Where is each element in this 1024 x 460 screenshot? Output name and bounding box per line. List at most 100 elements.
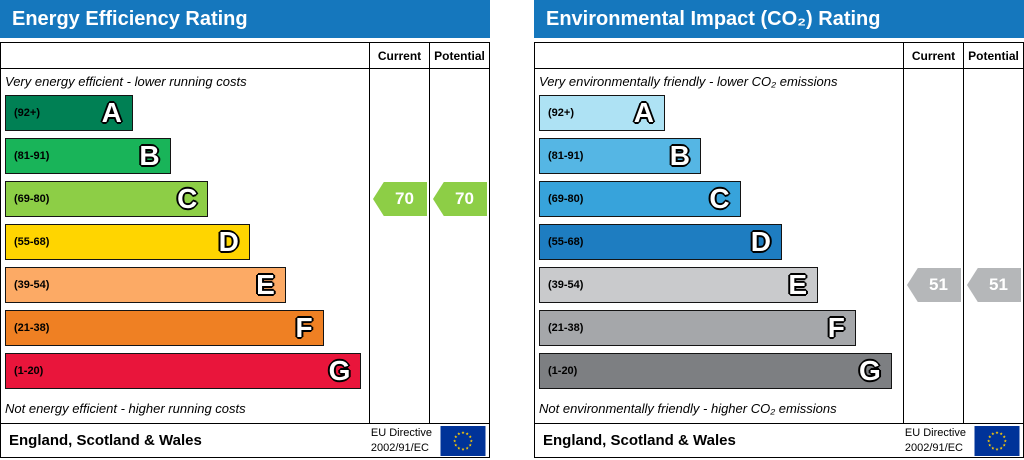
band-row: (1-20) G (5, 353, 365, 396)
environmental-potential-arrow: 51 (967, 268, 1021, 302)
environmental-potential-column: 51 (963, 69, 1023, 423)
band-range-label: (55-68) (548, 236, 584, 248)
current-column-header: Current (369, 43, 429, 69)
potential-column-header: Potential (429, 43, 489, 69)
band-range-label: (21-38) (14, 322, 50, 334)
band-bar-c: (69-80) C (5, 181, 209, 217)
band-range-label: (69-80) (548, 193, 584, 205)
band-range-label: (69-80) (14, 193, 50, 205)
band-row: (21-38) F (539, 310, 899, 353)
caption-top: Very energy efficient - lower running co… (5, 74, 247, 89)
energy-potential-value: 70 (455, 189, 474, 208)
band-bar-c: (69-80) C (539, 181, 741, 217)
band-letter: B (669, 140, 690, 171)
band-row: (1-20) G (539, 353, 899, 396)
band-bar-e: (39-54) E (5, 267, 286, 303)
band-row: (55-68) D (539, 224, 899, 267)
band-bar-b: (81-91) B (539, 138, 701, 174)
energy-panel-footer: England, Scotland & Wales EU Directive 2… (1, 423, 489, 457)
band-range-label: (81-91) (548, 150, 584, 162)
environmental-panel-footer: England, Scotland & Wales EU Directive 2… (535, 423, 1023, 457)
energy-current-arrow: 70 (373, 182, 427, 216)
potential-column-header: Potential (963, 43, 1023, 69)
region-label: England, Scotland & Wales (543, 432, 736, 449)
eu-directive-line1: EU Directive (370, 427, 432, 440)
band-letter: D (218, 226, 239, 257)
band-letter: D (750, 226, 771, 257)
band-row: (81-91) B (539, 138, 899, 181)
header-spacer (1, 43, 369, 69)
band-range-label: (1-20) (548, 365, 578, 377)
eu-directive-line1: EU Directive (904, 427, 966, 440)
environmental-current-arrow: 51 (907, 268, 961, 302)
band-bar-a: (92+) A (5, 95, 133, 131)
band-letter: C (177, 183, 198, 214)
band-bar-f: (21-38) F (5, 310, 324, 346)
band-row: (21-38) F (5, 310, 365, 353)
caption-bottom: Not energy efficient - higher running co… (5, 401, 246, 416)
band-row: (39-54) E (539, 267, 899, 310)
energy-current-value: 70 (395, 189, 414, 208)
band-range-label: (39-54) (548, 279, 584, 291)
energy-bands-area: Very energy efficient - lower running co… (1, 69, 369, 423)
caption-top: Very environmentally friendly - lower CO… (539, 74, 838, 89)
band-range-label: (21-38) (548, 322, 584, 334)
band-row: (92+) A (539, 95, 899, 138)
band-bar-a: (92+) A (539, 95, 665, 131)
band-letter: E (256, 269, 275, 300)
region-label: England, Scotland & Wales (9, 432, 202, 449)
band-bar-f: (21-38) F (539, 310, 856, 346)
environmental-panel-title: Environmental Impact (CO₂) Rating (534, 0, 1024, 38)
band-row: (92+) A (5, 95, 365, 138)
band-range-label: (55-68) (14, 236, 50, 248)
environmental-potential-value: 51 (989, 275, 1008, 294)
band-letter: A (101, 97, 122, 128)
band-bar-d: (55-68) D (539, 224, 782, 260)
environmental-rating-table: Current Potential Very environmentally f… (534, 42, 1024, 458)
band-range-label: (81-91) (14, 150, 50, 162)
energy-potential-column: 70 (429, 69, 489, 423)
band-bar-b: (81-91) B (5, 138, 171, 174)
band-row: (81-91) B (5, 138, 365, 181)
band-list: (92+) A (81-91) B (69-80) C (55-68) D (39-54) E (2… (539, 95, 899, 396)
caption-bottom: Not environmentally friendly - higher CO… (539, 401, 837, 416)
band-letter: C (709, 183, 730, 214)
environmental-bands-area: Very environmentally friendly - lower CO… (535, 69, 903, 423)
band-letter: E (788, 269, 807, 300)
eu-directive-line2: 2002/91/EC (370, 441, 429, 454)
band-row: (69-80) C (5, 181, 365, 224)
eu-directive-label: EU Directive 2002/91/EC (905, 426, 966, 455)
band-letter: A (633, 97, 654, 128)
band-letter: G (328, 355, 351, 386)
band-row: (69-80) C (539, 181, 899, 224)
environmental-impact-panel: Environmental Impact (CO₂) Rating Curren… (534, 0, 1024, 458)
band-bar-e: (39-54) E (539, 267, 818, 303)
band-row: (39-54) E (5, 267, 365, 310)
energy-panel-title: Energy Efficiency Rating (0, 0, 490, 38)
environmental-current-column: 51 (903, 69, 963, 423)
eu-directive-line2: 2002/91/EC (904, 441, 963, 454)
band-bar-g: (1-20) G (539, 353, 892, 389)
eu-flag-icon (440, 425, 486, 456)
band-range-label: (39-54) (14, 279, 50, 291)
band-range-label: (92+) (548, 107, 574, 119)
energy-rating-table: Current Potential Very energy efficient … (0, 42, 490, 458)
band-letter: G (859, 355, 881, 386)
environmental-current-value: 51 (929, 275, 948, 294)
band-letter: B (139, 140, 160, 171)
band-bar-d: (55-68) D (5, 224, 250, 260)
band-letter: F (827, 312, 845, 343)
energy-potential-arrow: 70 (433, 182, 487, 216)
band-bar-g: (1-20) G (5, 353, 362, 389)
header-spacer (535, 43, 903, 69)
eu-flag-icon (974, 425, 1020, 456)
band-letter: F (295, 312, 313, 343)
band-range-label: (1-20) (14, 365, 44, 377)
energy-efficiency-panel: Energy Efficiency Rating Current Potenti… (0, 0, 490, 458)
energy-current-column: 70 (369, 69, 429, 423)
band-row: (55-68) D (5, 224, 365, 267)
band-range-label: (92+) (14, 107, 40, 119)
current-column-header: Current (903, 43, 963, 69)
band-list: (92+) A (81-91) B (69-80) C (55-68) D (39-54) E (2… (5, 95, 365, 396)
